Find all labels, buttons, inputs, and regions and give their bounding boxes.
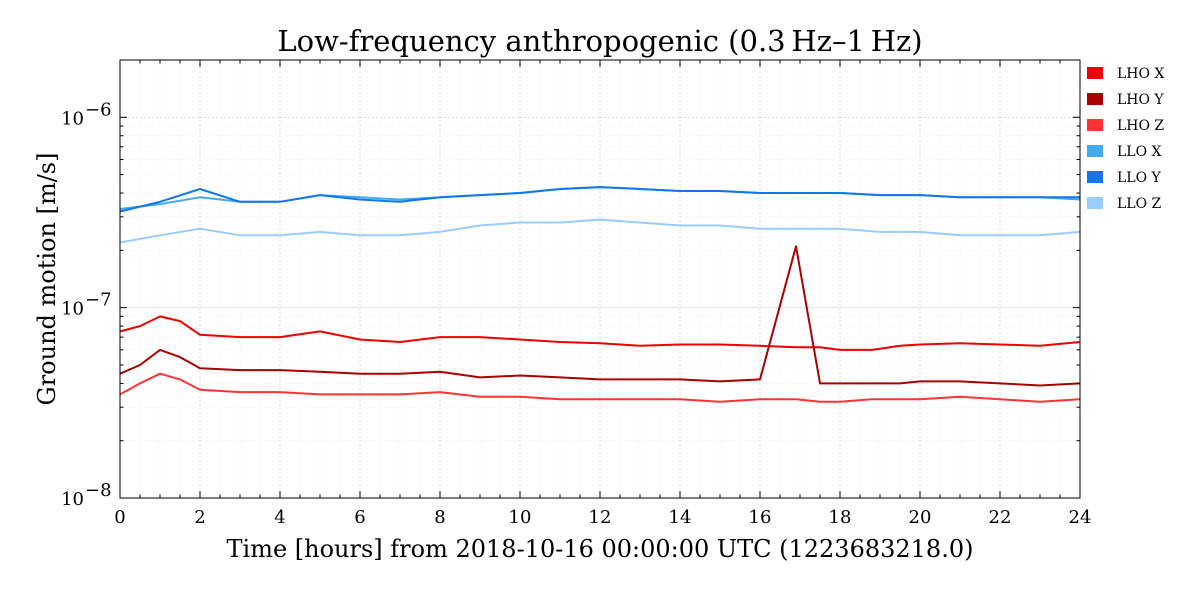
series-line-llo-y	[119, 186, 1080, 213]
y-tick-label: 10	[61, 299, 84, 320]
x-axis-label: Time [hours] from 2018-10-16 00:00:00 UT…	[227, 535, 974, 563]
chart-title: Low-frequency anthropogenic (0.3 Hz–1 Hz…	[277, 24, 922, 58]
legend-label: LHO X	[1117, 66, 1164, 82]
legend-label: LHO Z	[1117, 118, 1164, 134]
series-line-lho-y	[119, 245, 1081, 387]
legend-swatch	[1087, 93, 1103, 105]
y-tick-label: 10	[61, 108, 84, 129]
legend-swatch	[1087, 145, 1103, 157]
x-tick-label: 12	[589, 507, 612, 528]
x-tick-label: 24	[1069, 507, 1092, 528]
plot-area	[119, 186, 1081, 403]
x-tick-label: 10	[509, 507, 532, 528]
legend-label: LLO Z	[1117, 196, 1162, 212]
x-tick-label: 0	[114, 507, 125, 528]
x-tick-label: 4	[274, 507, 285, 528]
legend-label: LLO Y	[1117, 170, 1162, 186]
legend-swatch	[1087, 119, 1103, 131]
y-tick-exponent: −7	[85, 290, 112, 311]
x-tick-label: 2	[194, 507, 205, 528]
series-line-lho-x	[119, 315, 1081, 351]
x-tick-label: 14	[669, 507, 692, 528]
x-tick-label: 20	[909, 507, 932, 528]
legend-swatch	[1087, 197, 1103, 209]
x-tick-label: 16	[749, 507, 772, 528]
x-tick-label: 18	[829, 507, 852, 528]
legend-swatch	[1087, 67, 1103, 79]
y-axis: 10−810−710−6	[61, 59, 1080, 510]
x-tick-label: 8	[434, 507, 445, 528]
y-axis-label: Ground motion [m/s]	[33, 153, 61, 406]
x-tick-label: 6	[354, 507, 365, 528]
legend: LHO X LHO Y LHO Z LLO X LLO Y LLO Z	[1087, 66, 1164, 212]
x-tick-label: 22	[989, 507, 1012, 528]
legend-swatch	[1087, 171, 1103, 183]
legend-label: LLO X	[1117, 144, 1162, 160]
grid	[119, 59, 1081, 499]
y-tick-exponent: −6	[85, 99, 112, 120]
y-tick-exponent: −8	[85, 480, 112, 501]
series-line-llo-z	[119, 218, 1081, 244]
y-tick-label: 10	[61, 489, 84, 510]
legend-label: LHO Y	[1117, 92, 1164, 108]
series-line-lho-z	[119, 372, 1081, 403]
x-axis: 0 2 4 6 8 10 12 14 16 18 20 22 24	[114, 60, 1091, 528]
